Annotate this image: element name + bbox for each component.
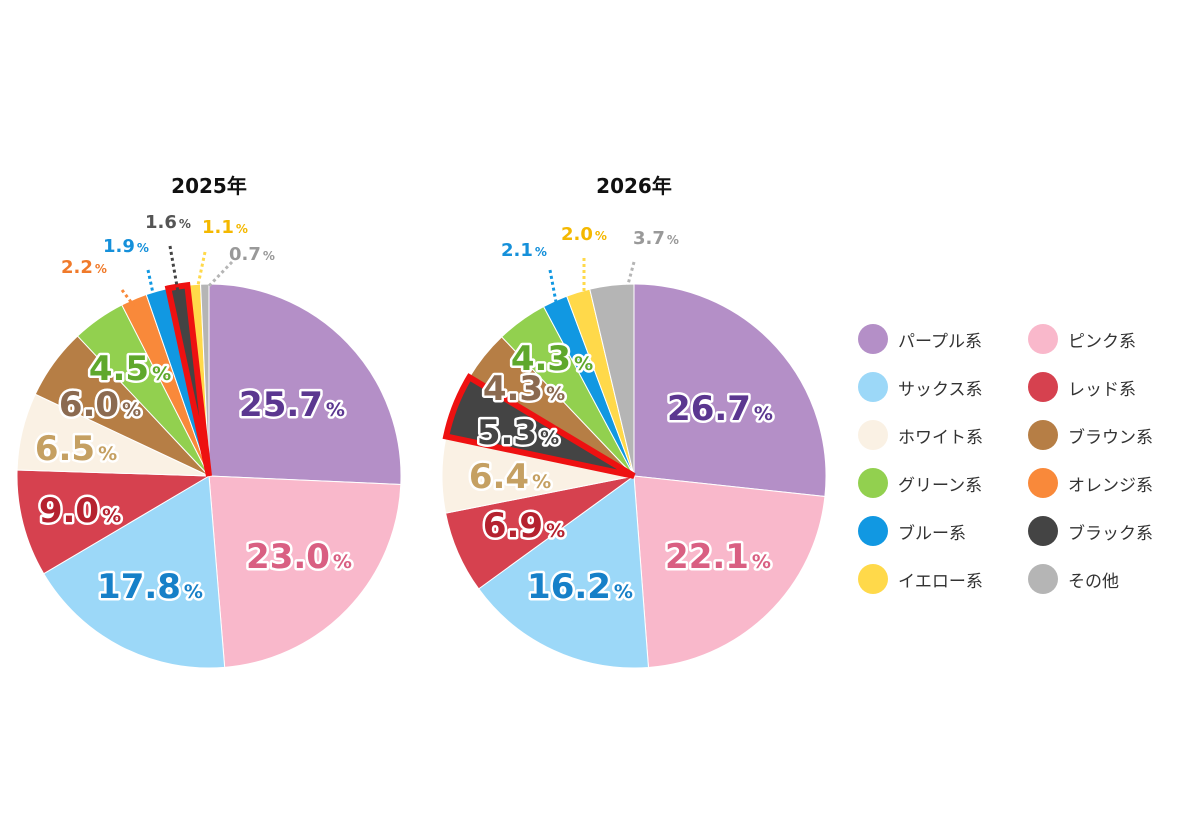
legend-item-red: レッド系 [1028,370,1136,404]
pie-slice-purple [633,283,827,498]
legend-item-pink: ピンク系 [1028,322,1136,356]
legend-swatch-sax [858,372,888,402]
legend-item-brown: ブラウン系 [1028,418,1153,452]
legend-label: ブラウン系 [1068,427,1153,448]
leader-line-black [168,245,180,293]
data-label-sax: 17.8% [97,567,203,607]
leader-line-other [205,260,234,290]
data-label-green: 4.5% [89,349,171,389]
legend-swatch-yellow [858,564,888,594]
legend-label: オレンジ系 [1068,475,1153,496]
legend-swatch-blue [858,516,888,546]
chart-title-2025: 2025年 [171,174,247,198]
legend-label: パープル系 [898,331,982,352]
data-label-purple: 26.7% [667,389,773,429]
pie-slice-purple [208,283,402,485]
legend-item-yellow: イエロー系 [858,562,983,596]
legend-label: イエロー系 [898,571,983,592]
data-label-purple: 25.7% [239,385,345,425]
data-label-brown: 4.3% [483,369,565,409]
data-label-other: 3.7% [633,228,679,249]
data-label-yellow: 2.0% [561,224,607,245]
legend-item-other: その他 [1028,562,1119,596]
legend-item-white: ホワイト系 [858,418,983,452]
legend-item-sax: サックス系 [858,370,983,404]
legend-label: ホワイト系 [898,427,983,448]
legend-label: ブラック系 [1068,523,1153,544]
leader-line-blue [146,269,156,299]
legend-item-green: グリーン系 [858,466,982,500]
data-label-yellow: 1.1% [202,217,248,238]
data-label-black: 1.6% [145,212,191,233]
data-label-blue: 2.1% [501,240,547,261]
data-label-orange: 2.2% [61,257,107,278]
data-label-red: 6.9% [483,506,565,546]
pie-slice-pink [633,475,826,668]
pie-slice-other [589,283,635,477]
chart-title-2026: 2026年 [596,174,672,198]
data-label-brown: 6.0% [59,385,141,425]
legend-swatch-green [858,468,888,498]
data-label-green: 4.3% [511,339,593,379]
pie-slice-sax [43,475,226,669]
leader-line-other [624,261,636,293]
pie-slice-red [16,469,211,575]
data-label-black: 5.3% [477,413,559,453]
legend-swatch-orange [1028,468,1058,498]
legend-swatch-purple [858,324,888,354]
legend-item-blue: ブルー系 [858,514,966,548]
legend-swatch-white [858,420,888,450]
legend-swatch-other [1028,564,1058,594]
data-label-white: 6.5% [35,429,117,469]
legend-swatch-brown [1028,420,1058,450]
legend-swatch-black [1028,516,1058,546]
legend-label: ブルー系 [898,523,966,544]
legend-label: グリーン系 [898,475,983,496]
data-label-sax: 16.2% [527,567,633,607]
pie-slice-sax [477,475,649,669]
legend-item-purple: パープル系 [858,322,982,356]
legend-label: レッド系 [1068,379,1136,400]
data-label-blue: 1.9% [103,236,149,257]
pie-chart-2026: 26.7 %22.1 %16.2 %6.9 %6.4 %5.3 %4.3 %4.3 %2.1 %2… [441,224,827,669]
data-label-other: 0.7% [229,244,275,265]
legend-label: サックス系 [898,379,983,400]
data-label-pink: 22.1% [665,537,771,577]
legend-swatch-red [1028,372,1058,402]
data-label-red: 9.0% [39,491,121,531]
data-label-pink: 23.0% [246,537,352,577]
pie-chart-2025: 25.7 % 23.0 % 17.8 % 9.0 % 6.5 %6.0 %4.5 % 2.2 %1.9 % 1… [16,212,402,669]
legend-item-orange: オレンジ系 [1028,466,1153,500]
legend-label: ピンク系 [1068,331,1136,352]
leader-line-yellow [195,251,207,291]
legend-label: その他 [1068,571,1119,592]
highlight-outline [442,373,636,479]
highlight-outline [164,281,212,477]
pie-slice-pink [208,475,402,668]
legend-swatch-pink [1028,324,1058,354]
data-label-white: 6.4% [469,457,551,497]
legend-item-black: ブラック系 [1028,514,1153,548]
leader-line-blue [548,269,558,303]
